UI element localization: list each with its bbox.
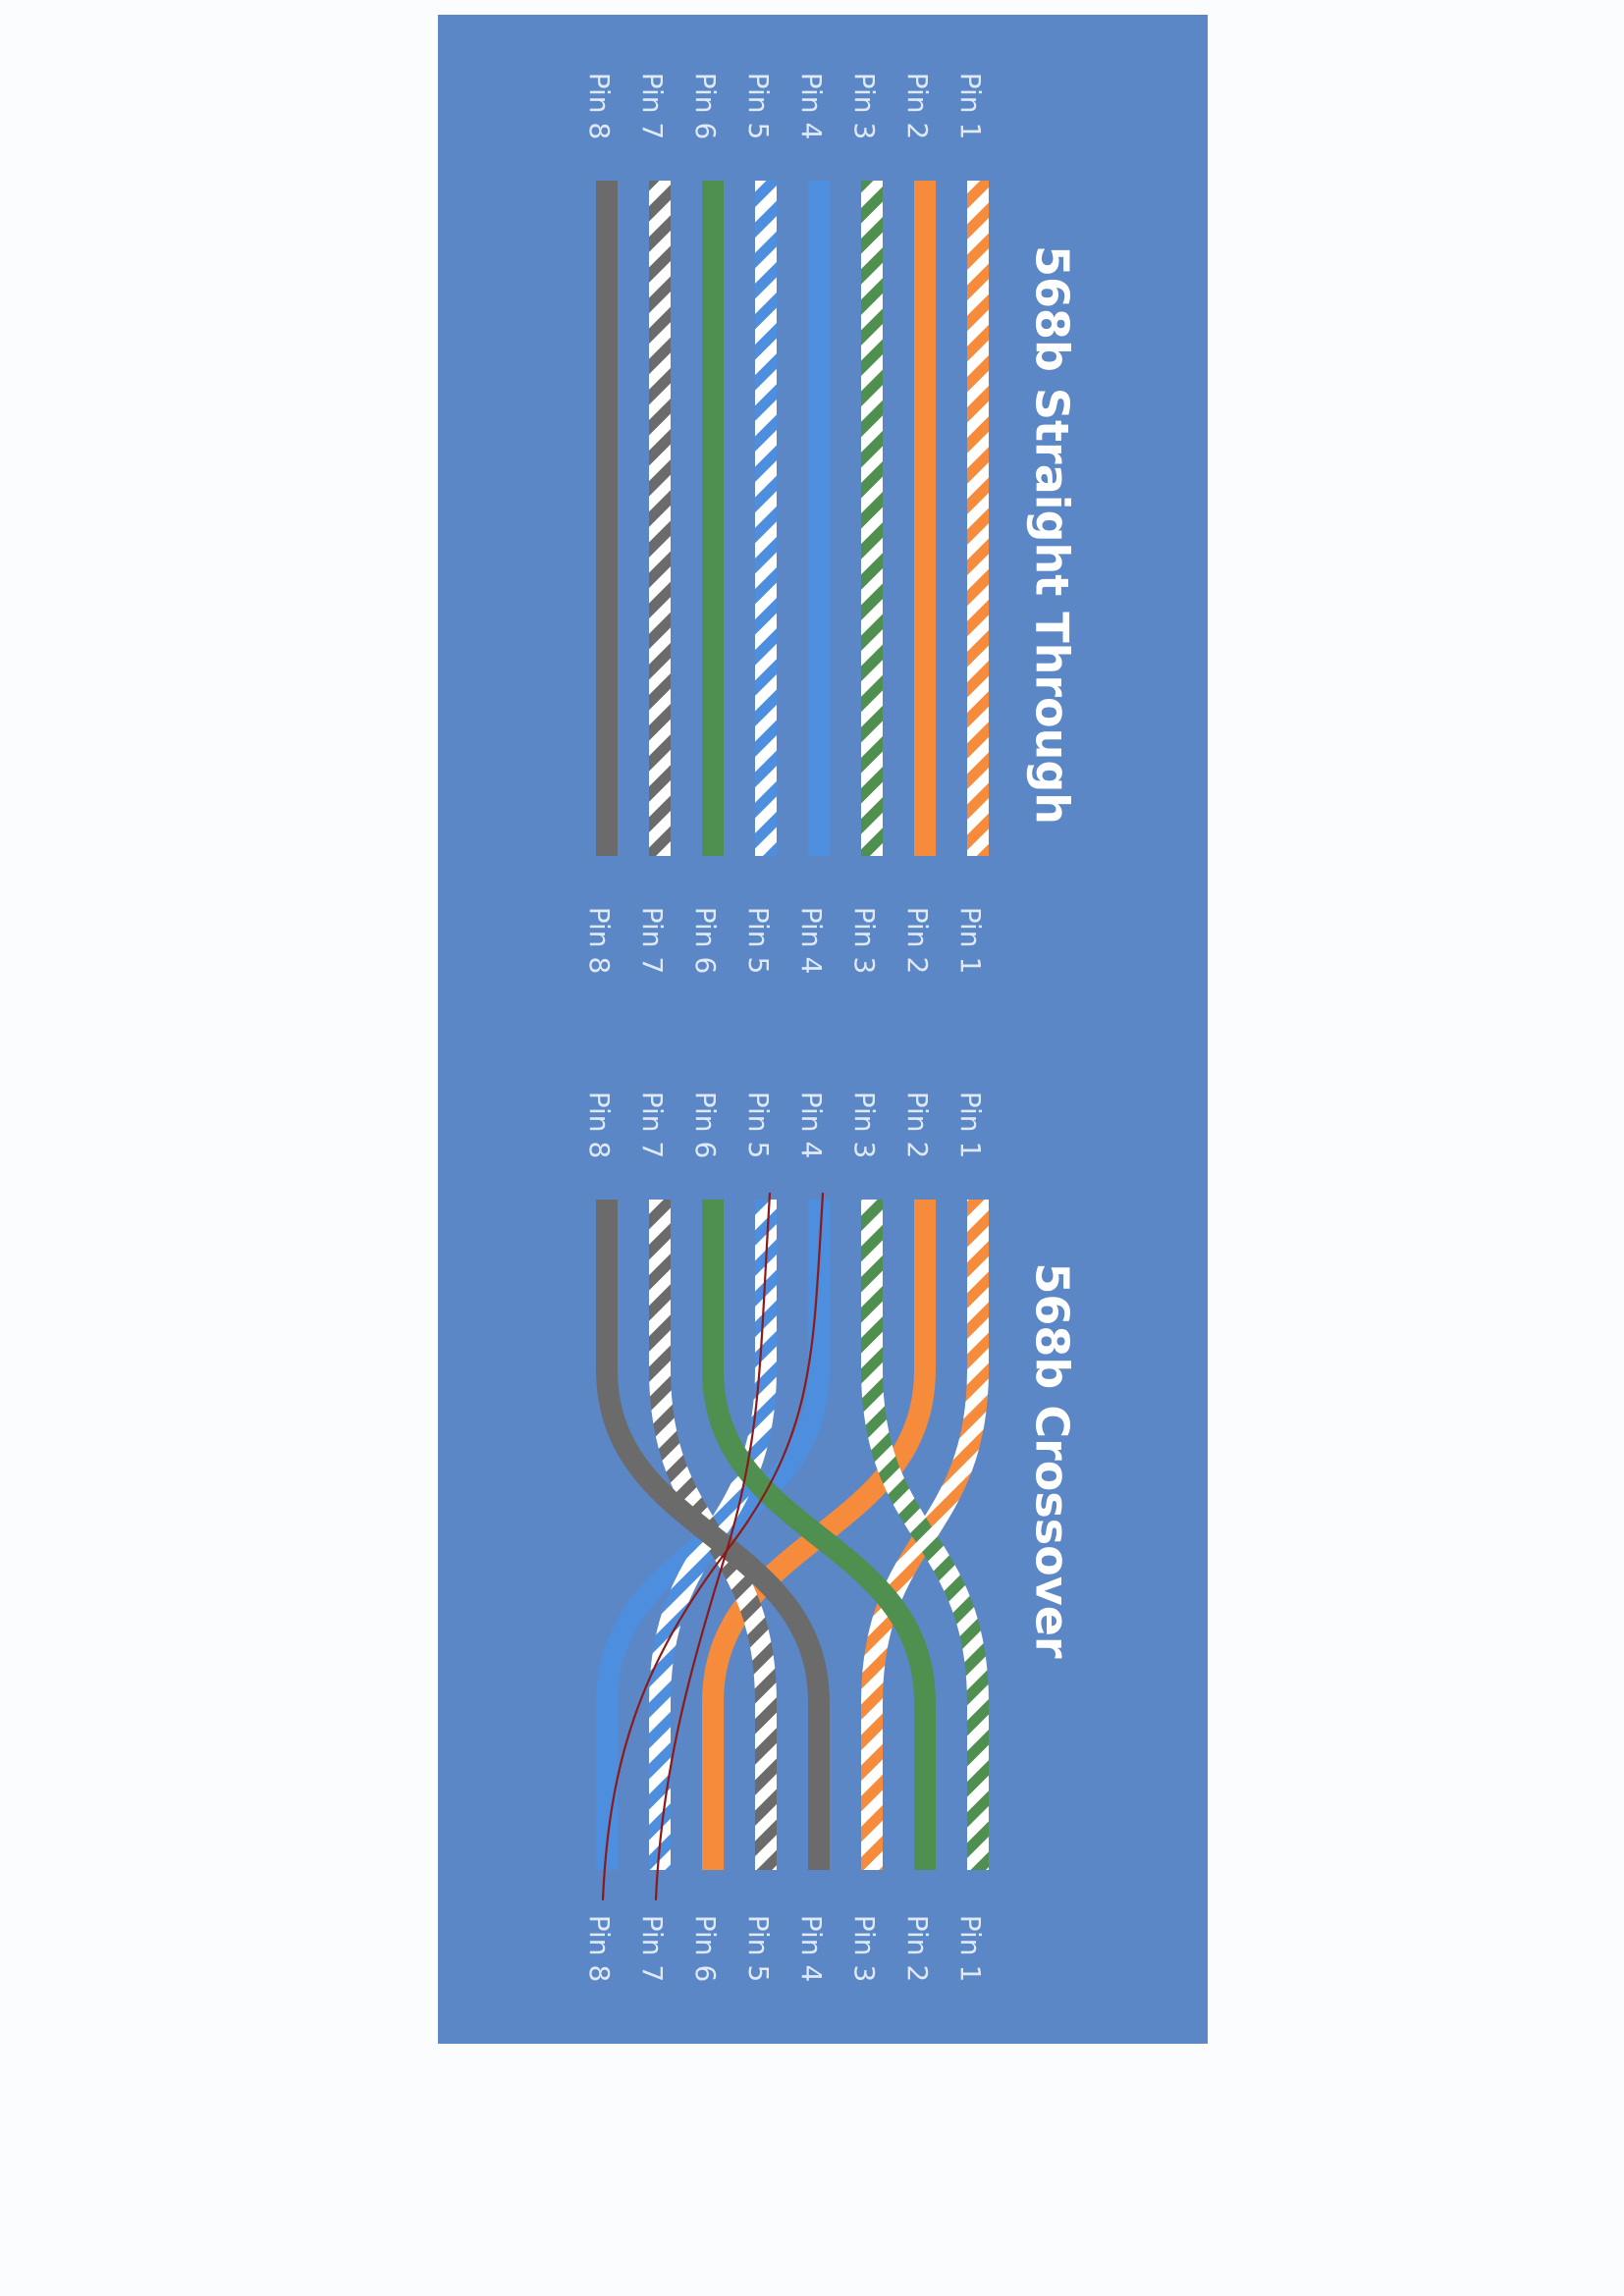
straight-wire-pin-3	[861, 181, 883, 856]
crossover-left-pin-2-label: Pin 2	[901, 1092, 934, 1159]
straight-wire-pin-4	[808, 181, 830, 856]
crossover-title: 568b Crossover	[1026, 1262, 1079, 1659]
straight-right-pin-3-label: Pin 3	[848, 907, 881, 975]
straight-left-pin-4-label: Pin 4	[795, 73, 828, 140]
straight-wire-pin-8	[596, 181, 618, 856]
straight-left-pin-5-label: Pin 5	[742, 73, 775, 140]
crossover-left-pin-3-label: Pin 3	[848, 1092, 881, 1159]
crossover-right-pin-7-label: Pin 7	[636, 1915, 669, 1983]
crossover-left-pin-6-label: Pin 6	[689, 1092, 722, 1159]
straight-left-pin-6-label: Pin 6	[689, 73, 722, 140]
crossover-right-pin-2-label: Pin 2	[901, 1915, 934, 1983]
straight-wire-pin-6	[702, 181, 724, 856]
straight-right-pin-2-label: Pin 2	[901, 907, 934, 975]
straight-left-pin-8-label: Pin 8	[583, 73, 616, 140]
crossover-wire-pin-8-to-4	[596, 1200, 830, 1870]
crossover-wire-pin-3-to-1	[861, 1200, 989, 1870]
straight-wire-pin-1	[967, 181, 989, 856]
crossover-right-pin-3-label: Pin 3	[848, 1915, 881, 1983]
straight-right-pin-4-label: Pin 4	[795, 907, 828, 975]
crossover-right-pin-6-label: Pin 6	[689, 1915, 722, 1983]
crossover-left-pin-4-label: Pin 4	[795, 1092, 828, 1159]
straight-wire-pin-5	[755, 181, 777, 856]
straight-right-pin-5-label: Pin 5	[742, 907, 775, 975]
straight-right-pin-6-label: Pin 6	[689, 907, 722, 975]
crossover-left-pin-1-label: Pin 1	[954, 1092, 987, 1159]
straight-wire-pin-2	[914, 181, 936, 856]
straight-left-pin-7-label: Pin 7	[636, 73, 669, 140]
straight-right-pin-7-label: Pin 7	[636, 907, 669, 975]
crossover-right-pin-1-label: Pin 1	[954, 1915, 987, 1983]
crossover-right-pin-5-label: Pin 5	[742, 1915, 775, 1983]
crossover-left-pin-8-label: Pin 8	[583, 1092, 616, 1159]
crossover-wire-pin-6-to-2	[702, 1200, 936, 1870]
crossover-right-pin-8-label: Pin 8	[583, 1915, 616, 1983]
crossover-left-pin-7-label: Pin 7	[636, 1092, 669, 1159]
straight-title: 568b Straight Through	[1026, 245, 1079, 825]
straight-right-pin-1-label: Pin 1	[954, 907, 987, 975]
straight-left-pin-3-label: Pin 3	[848, 73, 881, 140]
straight-wire-pin-7	[649, 181, 671, 856]
pen-mark-2	[654, 1192, 772, 1901]
straight-left-pin-1-label: Pin 1	[954, 73, 987, 140]
straight-left-pin-2-label: Pin 2	[901, 73, 934, 140]
straight-right-pin-8-label: Pin 8	[583, 907, 616, 975]
crossover-left-pin-5-label: Pin 5	[742, 1092, 775, 1159]
crossover-right-pin-4-label: Pin 4	[795, 1915, 828, 1983]
